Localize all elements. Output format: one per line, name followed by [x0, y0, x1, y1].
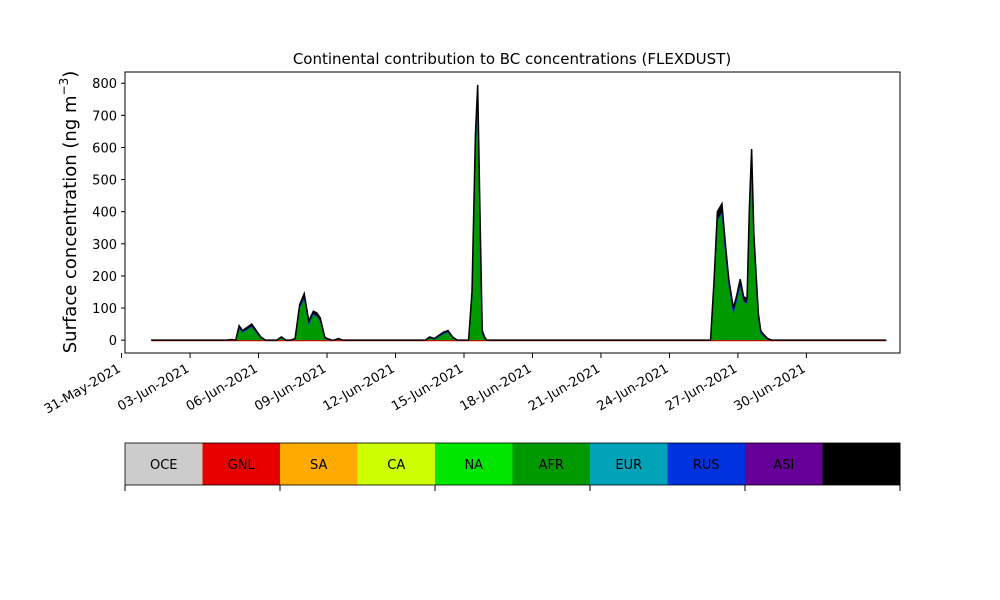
x-axis: 31-May-202103-Jun-202106-Jun-202109-Jun-…: [42, 353, 809, 417]
x-tick-label: 27-Jun-2021: [663, 361, 740, 414]
y-tick-label: 200: [92, 270, 117, 285]
y-tick-label: 300: [92, 238, 117, 253]
y-tick-label: 700: [92, 109, 117, 124]
x-tick-label: 15-Jun-2021: [389, 361, 466, 414]
legend-label-asi: ASI: [773, 458, 794, 473]
x-tick-label: 21-Jun-2021: [526, 361, 603, 414]
y-tick-label: 100: [92, 302, 117, 317]
legend-swatch-gnl: [202, 443, 281, 485]
series-rus-line: [151, 96, 887, 341]
y-axis: 0 100 200 300 400 500 600 700 800: [92, 77, 125, 349]
y-axis-label-close: ): [60, 71, 81, 78]
colorbar-legend: OCE GNL SA CA NA AFR EUR RUS ASI AUS: [124, 442, 901, 491]
legend-swatch-na: [435, 443, 513, 485]
legend-swatch-oce: [125, 443, 203, 485]
x-tick-label: 12-Jun-2021: [321, 361, 398, 414]
y-tick-label: 0: [109, 334, 117, 349]
legend-swatch-rus: [667, 443, 746, 485]
y-tick-label: 600: [92, 141, 117, 156]
legend-label-aus: AUS: [848, 458, 875, 473]
series-aus-area: [151, 84, 887, 341]
x-tick-label: 06-Jun-2021: [184, 361, 261, 414]
legend-label-rus: RUS: [693, 458, 720, 473]
legend-swatch-afr: [512, 443, 591, 485]
legend-label-oce: OCE: [150, 458, 178, 473]
x-tick-label: 09-Jun-2021: [252, 361, 329, 414]
legend-swatch-aus: [822, 443, 901, 485]
y-tick-label: 800: [92, 77, 117, 92]
x-tick-label: 18-Jun-2021: [458, 361, 535, 414]
x-tick-label: 03-Jun-2021: [115, 361, 192, 414]
y-axis-label-main: Surface concentration (ng m: [60, 95, 81, 353]
x-tick-label: 31-May-2021: [42, 361, 124, 417]
plot-area: [151, 84, 887, 342]
legend-label-sa: SA: [310, 458, 327, 473]
y-axis-label-exponent: −3: [57, 78, 71, 96]
legend-swatch-sa: [280, 443, 358, 485]
legend-label-afr: AFR: [539, 458, 564, 473]
series-total-line: [151, 84, 887, 341]
x-tick-label: 30-Jun-2021: [732, 361, 809, 414]
legend-frame: [124, 442, 901, 486]
chart-title: Continental contribution to BC concentra…: [293, 50, 731, 68]
y-axis-label: Surface concentration (ng m−3): [57, 71, 81, 354]
legend-swatch-asi: [745, 443, 823, 485]
legend-label-eur: EUR: [615, 458, 642, 473]
plot-frame: [124, 71, 901, 354]
legend-swatch-eur: [590, 443, 668, 485]
legend-label-gnl: GNL: [228, 458, 256, 473]
y-tick-label: 400: [92, 206, 117, 221]
y-tick-label: 500: [92, 174, 117, 189]
legend-label-na: NA: [464, 458, 483, 473]
legend-label-ca: CA: [387, 458, 405, 473]
legend-swatch-ca: [357, 443, 436, 485]
series-afr-area: [151, 96, 887, 341]
x-tick-label: 24-Jun-2021: [595, 361, 672, 414]
